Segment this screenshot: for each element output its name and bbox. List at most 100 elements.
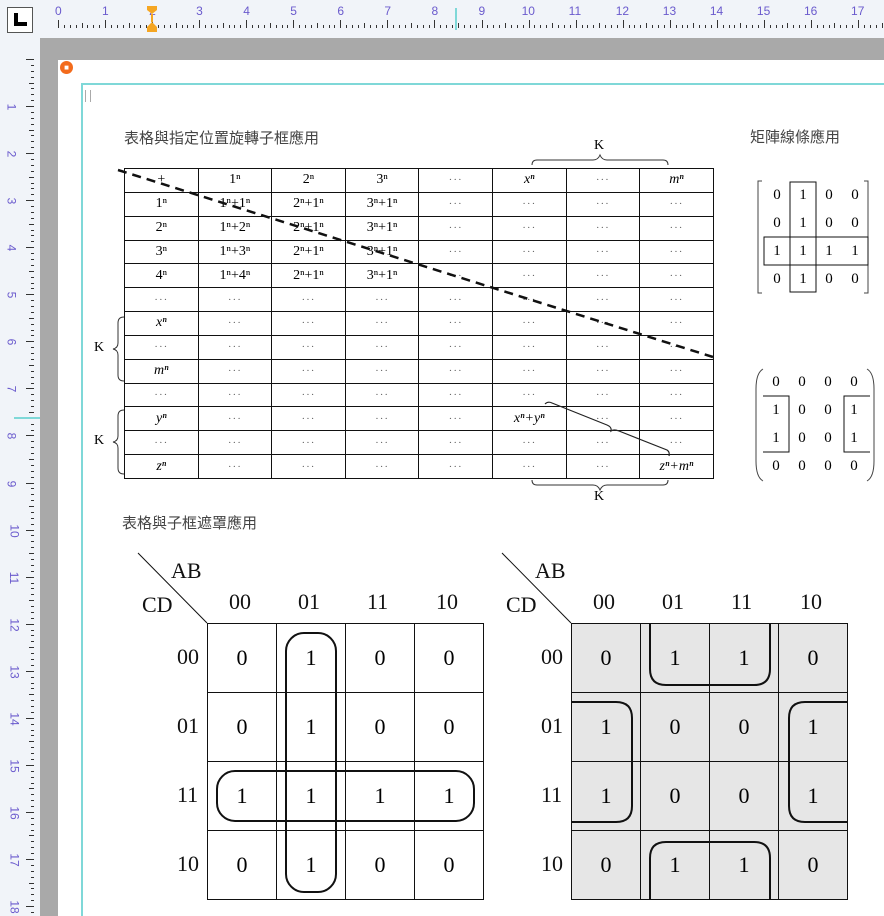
table-cell[interactable]: ··· <box>197 287 273 313</box>
indent-marker-icon[interactable] <box>146 5 158 33</box>
vertical-ruler[interactable]: 1 2 3 4 5 6 7 8 9 10 11 12 13 14 15 16 17 18 <box>0 38 40 916</box>
tab-stop-selector-icon[interactable] <box>7 7 33 33</box>
table-cell[interactable]: ··· <box>344 358 420 384</box>
table-cell[interactable]: ··· <box>565 311 641 336</box>
table-cell[interactable]: 3ⁿ+1ⁿ <box>344 191 420 217</box>
table-cell[interactable]: 1ⁿ+1ⁿ <box>197 191 273 217</box>
table-cell[interactable]: 2ⁿ <box>271 168 346 193</box>
table-cell[interactable]: ··· <box>197 454 273 479</box>
table-cell[interactable]: ··· <box>271 454 346 479</box>
table-cell[interactable]: ··· <box>491 263 567 289</box>
table-cell[interactable]: ··· <box>491 239 567 265</box>
table-cell[interactable]: ··· <box>491 454 567 479</box>
table-cell[interactable]: mⁿ <box>124 358 199 384</box>
table-cell[interactable]: ··· <box>565 191 641 217</box>
table-cell[interactable]: zⁿ <box>124 454 199 479</box>
table-cell[interactable]: ··· <box>418 168 493 193</box>
table-cell[interactable]: ··· <box>565 287 641 313</box>
table-cell[interactable]: ··· <box>491 311 567 336</box>
table-cell[interactable]: xⁿ <box>491 168 567 193</box>
table-cell[interactable]: ··· <box>639 334 714 360</box>
table-cell[interactable]: ··· <box>197 382 273 408</box>
table-cell[interactable]: ··· <box>565 382 641 408</box>
table-cell[interactable]: 3ⁿ <box>344 168 420 193</box>
table-cell[interactable]: 3ⁿ+1ⁿ <box>344 263 420 289</box>
table-cell[interactable]: ··· <box>344 311 420 336</box>
table-cell[interactable]: ··· <box>565 263 641 289</box>
table-cell[interactable]: 2ⁿ <box>124 215 199 241</box>
table-cell[interactable]: ··· <box>491 358 567 384</box>
table-cell[interactable]: ··· <box>271 406 346 432</box>
table-cell[interactable]: 3ⁿ+1ⁿ <box>344 239 420 265</box>
table-cell[interactable]: ··· <box>124 430 199 456</box>
table-cell[interactable]: ··· <box>565 358 641 384</box>
table-cell[interactable]: ··· <box>197 430 273 456</box>
table-cell[interactable]: ··· <box>639 239 714 265</box>
table-cell[interactable]: ··· <box>418 334 493 360</box>
table-cell[interactable]: ··· <box>271 382 346 408</box>
table-cell[interactable]: ··· <box>197 406 273 432</box>
table-cell[interactable]: 2ⁿ+1ⁿ <box>271 215 346 241</box>
table-cell[interactable]: ··· <box>639 215 714 241</box>
horizontal-ruler[interactable]: 01234567891011121314151617 <box>0 0 884 38</box>
table-cell[interactable]: 1ⁿ <box>197 168 273 193</box>
table-cell[interactable]: ··· <box>197 334 273 360</box>
table-cell[interactable]: ··· <box>271 430 346 456</box>
lock-icon[interactable]: ■ <box>60 61 73 74</box>
table-cell[interactable]: 1ⁿ+3ⁿ <box>197 239 273 265</box>
table-cell[interactable]: ··· <box>344 287 420 313</box>
table-cell[interactable]: ··· <box>418 454 493 479</box>
table-cell[interactable]: ··· <box>124 334 199 360</box>
table-cell[interactable]: ··· <box>344 430 420 456</box>
table-cell[interactable]: zⁿ+mⁿ <box>639 454 714 479</box>
table-cell[interactable]: xⁿ+yⁿ <box>491 406 567 432</box>
table-cell[interactable]: ··· <box>639 287 714 313</box>
table-cell[interactable]: ··· <box>344 382 420 408</box>
table-cell[interactable]: 2ⁿ+1ⁿ <box>271 239 346 265</box>
table-cell[interactable]: 3ⁿ <box>124 239 199 265</box>
table-cell[interactable]: ··· <box>418 239 493 265</box>
table-cell[interactable]: ··· <box>491 334 567 360</box>
table-cell[interactable]: 1ⁿ <box>124 191 199 217</box>
table-cell[interactable]: ··· <box>565 454 641 479</box>
table-cell[interactable]: ··· <box>344 334 420 360</box>
table-cell[interactable]: 2ⁿ+1ⁿ <box>271 263 346 289</box>
table-cell[interactable]: ··· <box>639 430 714 456</box>
table-cell[interactable]: ··· <box>418 430 493 456</box>
table-cell[interactable]: ··· <box>124 287 199 313</box>
table-cell[interactable]: ··· <box>418 215 493 241</box>
table-cell[interactable]: 2ⁿ+1ⁿ <box>271 191 346 217</box>
table-cell[interactable]: 1ⁿ+2ⁿ <box>197 215 273 241</box>
table-cell[interactable]: ··· <box>565 406 641 432</box>
table-cell[interactable]: ··· <box>565 334 641 360</box>
table-cell[interactable]: xⁿ <box>124 311 199 336</box>
table-cell[interactable]: ··· <box>491 215 567 241</box>
table-cell[interactable]: ··· <box>491 191 567 217</box>
table-cell[interactable]: ··· <box>639 311 714 336</box>
table-cell[interactable]: 4ⁿ <box>124 263 199 289</box>
table-cell[interactable]: ··· <box>197 358 273 384</box>
table-cell[interactable]: ··· <box>565 239 641 265</box>
addition-table[interactable]: +1ⁿ 2ⁿ 3ⁿ ··· xⁿ ··· mⁿ 1ⁿ 1ⁿ+1ⁿ 2ⁿ+1ⁿ 3ⁿ+1ⁿ ··· ···… <box>124 168 714 479</box>
table-cell[interactable]: ··· <box>491 382 567 408</box>
table-cell[interactable]: ··· <box>491 287 567 313</box>
table-cell[interactable]: + <box>124 168 199 193</box>
table-cell[interactable]: ··· <box>565 215 641 241</box>
table-cell[interactable]: ··· <box>271 358 346 384</box>
table-cell[interactable]: ··· <box>271 287 346 313</box>
table-cell[interactable]: ··· <box>565 430 641 456</box>
table-cell[interactable]: ··· <box>418 382 493 408</box>
table-cell[interactable]: ··· <box>418 191 493 217</box>
table-cell[interactable]: 3ⁿ+1ⁿ <box>344 215 420 241</box>
table-cell[interactable]: ··· <box>271 311 346 336</box>
table-cell[interactable]: ··· <box>418 406 493 432</box>
table-cell[interactable]: ··· <box>271 334 346 360</box>
table-cell[interactable]: ··· <box>418 287 493 313</box>
table-cell[interactable]: ··· <box>124 382 199 408</box>
table-cell[interactable]: mⁿ <box>639 168 714 193</box>
table-cell[interactable]: ··· <box>491 430 567 456</box>
table-cell[interactable]: ··· <box>639 191 714 217</box>
table-cell[interactable]: ··· <box>418 311 493 336</box>
table-cell[interactable]: ··· <box>418 263 493 289</box>
table-cell[interactable]: ··· <box>418 358 493 384</box>
